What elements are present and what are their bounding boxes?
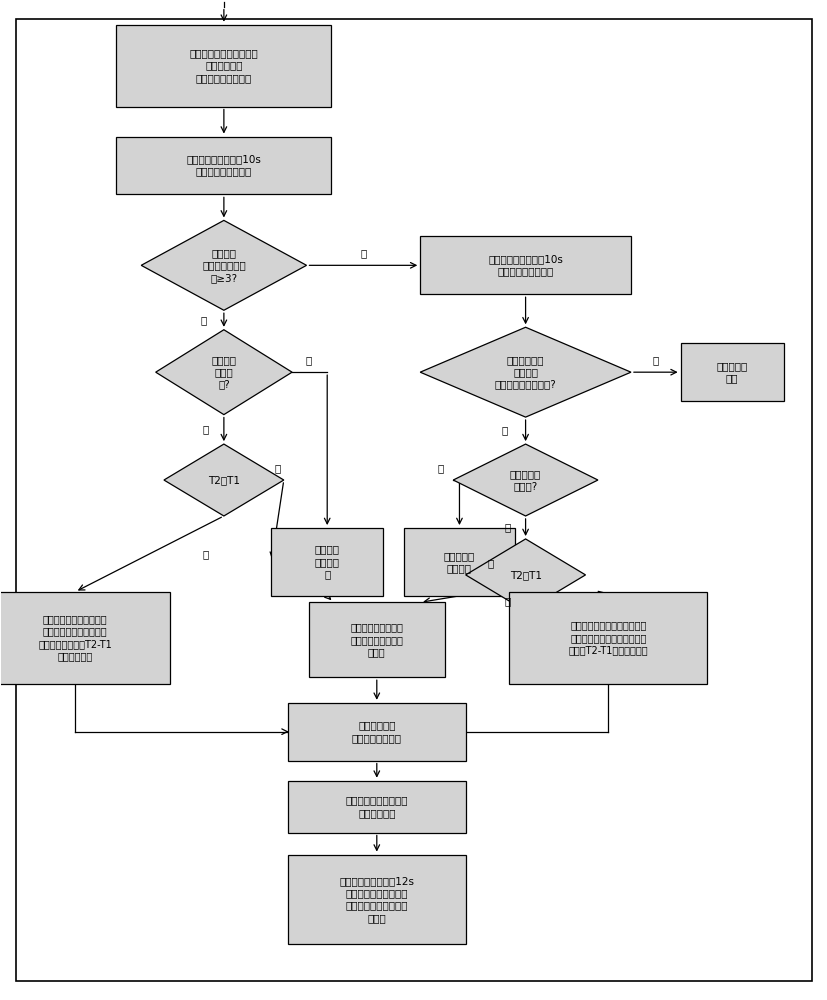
FancyBboxPatch shape: [404, 528, 514, 596]
Text: 第三相位绿灯
结束时，
左转公交专用道有车?: 第三相位绿灯 结束时， 左转公交专用道有车?: [494, 355, 556, 390]
Text: 是: 是: [203, 424, 208, 434]
Text: 否: 否: [360, 248, 366, 258]
FancyBboxPatch shape: [288, 781, 465, 833]
Text: 是: 是: [504, 522, 510, 532]
Text: 第三相位绿灯开始时，第
二专用信号灯为红灯，第
一专用信号灯执行T2-T1
秒红灯倒计时: 第三相位绿灯开始时，第 二专用信号灯为红灯，第 一专用信号灯执行T2-T1 秒红…: [38, 614, 112, 661]
Polygon shape: [141, 220, 306, 310]
Text: 否: 否: [305, 355, 311, 365]
FancyBboxPatch shape: [509, 592, 706, 684]
Text: T2＞T1: T2＞T1: [509, 570, 541, 580]
Text: 是: 是: [504, 596, 510, 606]
Text: 第一相位绿灯开始时，
左转车辆放行: 第一相位绿灯开始时， 左转车辆放行: [345, 795, 408, 818]
Text: 第二相位绿灯开始时，左
转公交开始在
左转公交专用道排队: 第二相位绿灯开始时，左 转公交开始在 左转公交专用道排队: [189, 48, 258, 83]
Text: 是: 是: [203, 549, 208, 559]
Text: 第二相位
绿灯结束时车辆
数≥3?: 第二相位 绿灯结束时车辆 数≥3?: [202, 248, 246, 283]
FancyBboxPatch shape: [117, 137, 331, 194]
Text: 否: 否: [437, 463, 443, 473]
Text: 逆向可变车
道有车?: 逆向可变车 道有车?: [509, 469, 541, 491]
FancyBboxPatch shape: [680, 343, 783, 401]
FancyBboxPatch shape: [288, 855, 465, 944]
Text: 第三相位
绿灯开始
时: 第三相位 绿灯开始 时: [314, 545, 339, 579]
FancyBboxPatch shape: [271, 528, 383, 596]
Text: 左转公交进入
逆向可变车道排队: 左转公交进入 逆向可变车道排队: [351, 720, 401, 743]
Text: 第四相位绿灯开始时第二专用
信号灯为红灯，第一专用信号
灯执行T2-T1秒红灯倒计时: 第四相位绿灯开始时第二专用 信号灯为红灯，第一专用信号 灯执行T2-T1秒红灯倒…: [568, 620, 648, 655]
Polygon shape: [164, 444, 284, 516]
Text: 执行原配时
方案: 执行原配时 方案: [715, 361, 747, 383]
Text: 否: 否: [487, 558, 493, 568]
FancyBboxPatch shape: [0, 592, 170, 684]
FancyBboxPatch shape: [419, 236, 630, 294]
FancyBboxPatch shape: [288, 703, 465, 761]
Polygon shape: [452, 444, 597, 516]
Text: 第二相位绿灯结束前10s
时开始检测排队车数: 第二相位绿灯结束前10s 时开始检测排队车数: [186, 154, 261, 177]
FancyBboxPatch shape: [308, 602, 444, 677]
Text: 第四相位绿
灯开始时: 第四相位绿 灯开始时: [443, 551, 475, 573]
Text: 第一相位绿灯结束前10s
时继续检测排队车数: 第一相位绿灯结束前10s 时继续检测排队车数: [488, 254, 562, 277]
Text: 逆向可变
车道有
车?: 逆向可变 车道有 车?: [211, 355, 236, 390]
Text: 第二专用信号灯为红
灯，第一专用信号灯
变绿灯: 第二专用信号灯为红 灯，第一专用信号灯 变绿灯: [350, 622, 403, 657]
Text: 是: 是: [501, 426, 508, 436]
Text: 否: 否: [652, 355, 658, 365]
Polygon shape: [465, 539, 585, 611]
Text: 第一相位绿灯结束前12s
时，第一专用信号灯变
红灯，第二专用信号灯
变绿灯: 第一相位绿灯结束前12s 时，第一专用信号灯变 红灯，第二专用信号灯 变绿灯: [339, 876, 414, 923]
FancyBboxPatch shape: [117, 25, 331, 107]
Polygon shape: [419, 327, 630, 417]
Text: 是: 是: [200, 315, 206, 325]
Text: 否: 否: [275, 463, 280, 473]
Polygon shape: [155, 330, 292, 415]
Text: T2＞T1: T2＞T1: [208, 475, 240, 485]
